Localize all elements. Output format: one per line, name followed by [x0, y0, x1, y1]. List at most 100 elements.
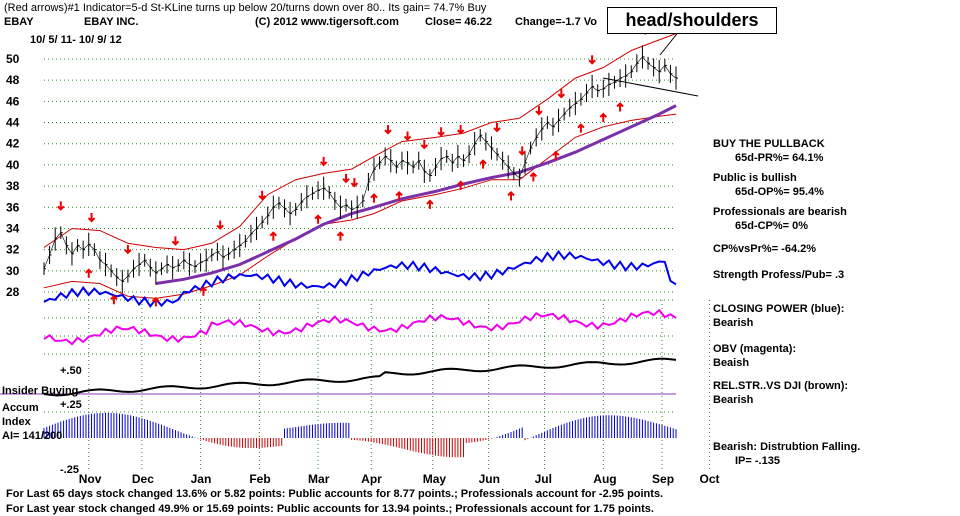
- up-arrow: [110, 294, 118, 305]
- footer-year: For Last year stock changed 49.9% or 15.…: [6, 503, 654, 515]
- y-tick-label: 40: [6, 158, 20, 172]
- footer-65day: For Last 65 days stock changed 13.6% or …: [6, 488, 664, 500]
- moving-average-line: [155, 104, 677, 285]
- x-tick-label: Sep: [652, 472, 674, 486]
- right-panel: BUY THE PULLBACK 65d-PR%= 64.1%: [713, 137, 825, 165]
- date-range: 10/ 5/ 11- 10/ 9/ 12: [30, 34, 122, 46]
- x-axis-ticks: Nov Dec Jan Feb Mar Apr May Jun Jul Aug Sep Oct: [79, 472, 720, 486]
- index-label: Index: [2, 416, 31, 428]
- y-tick-label: 50: [6, 52, 20, 66]
- cpvspr-stat: CP%vsPr%= -64.2%: [713, 243, 817, 255]
- accum-label: Accum: [2, 402, 39, 414]
- down-arrow: [342, 173, 350, 184]
- up-arrow: [314, 214, 322, 224]
- neckline: [602, 77, 699, 97]
- down-arrow: [171, 236, 180, 246]
- pr-stat: 65d-PR%= 64.1%: [735, 152, 824, 164]
- down-arrow: [350, 178, 359, 188]
- y-tick-label: 32: [6, 243, 20, 257]
- y-tick-label: 46: [6, 94, 20, 108]
- down-arrow: [493, 123, 501, 133]
- up-arrow: [199, 286, 208, 296]
- up-arrow: [577, 123, 585, 133]
- up-arrow: [507, 191, 515, 201]
- symbol: EBAY: [4, 16, 34, 28]
- up-arrow: [426, 199, 434, 209]
- down-arrow: [258, 190, 266, 201]
- public-state: Public is bullish: [713, 172, 797, 184]
- x-tick-label: Aug: [593, 472, 616, 486]
- obv-label: OBV (magenta):: [713, 343, 797, 355]
- down-arrow: [535, 106, 543, 116]
- up-arrow: [616, 102, 624, 112]
- lower-band-line: [43, 113, 677, 299]
- y-tick-label: 34: [6, 221, 20, 235]
- up-arrow: [529, 171, 538, 182]
- x-tick-label: Feb: [249, 472, 270, 486]
- price-line: [43, 56, 677, 282]
- pros-state: Professionals are bearish: [713, 206, 847, 218]
- relstr-state: Bearish: [713, 394, 754, 406]
- y-axis-ticks: 28 30 32 34 36 38 40 42 44 46 48 50: [6, 52, 20, 299]
- down-arrow: [403, 131, 412, 141]
- distribution-label: Bearish: Distrubtion Falling.: [713, 441, 861, 453]
- strength-stat: Strength Profess/Pub= .3: [713, 269, 845, 281]
- insider-buying-label: Insider Buying: [2, 385, 79, 397]
- price-series: [43, 29, 699, 397]
- op-stat: 65d-OP%= 95.4%: [735, 186, 824, 198]
- y-tick-label: 48: [6, 73, 20, 87]
- minus25-label: -.25: [60, 464, 79, 476]
- header-line: (Red arrows)#1 Indicator=5-d St-KLine tu…: [4, 2, 487, 14]
- x-tick-label: Mar: [308, 472, 330, 486]
- up-arrow: [152, 296, 160, 307]
- up-arrow: [479, 159, 487, 169]
- down-arrow: [437, 127, 445, 137]
- down-arrow: [124, 244, 132, 255]
- down-arrow: [456, 125, 465, 135]
- signal-arrows: [57, 25, 649, 307]
- y-tick-label: 36: [6, 200, 20, 214]
- close-value: Close= 46.22: [425, 16, 492, 28]
- y-tick-label: 42: [6, 137, 20, 151]
- accumulation-histogram: [43, 412, 677, 458]
- x-tick-label: Apr: [361, 472, 382, 486]
- x-tick-label: Dec: [132, 472, 154, 486]
- ip-value: IP= -.135: [735, 455, 780, 467]
- copyright: (C) 2012 www.tigersoft.com: [255, 16, 399, 28]
- x-tick-label: Jan: [191, 472, 212, 486]
- down-arrow: [319, 156, 328, 167]
- obv-state: Beaish: [713, 357, 750, 369]
- down-arrow: [518, 146, 526, 156]
- down-arrow: [87, 213, 96, 223]
- cp-stat: 65d-CP%= 0%: [735, 220, 809, 232]
- x-tick-label: Oct: [700, 472, 720, 486]
- up-arrow: [269, 231, 278, 241]
- x-tick-label: Jul: [535, 472, 552, 486]
- y-tick-label: 38: [6, 179, 20, 193]
- y-tick-label: 44: [6, 116, 20, 130]
- obv-line: [43, 308, 677, 346]
- up-arrow: [370, 193, 378, 203]
- up-arrow: [552, 150, 560, 161]
- head-shoulders-annotation: head/shoulders: [607, 7, 777, 34]
- up-arrow: [599, 112, 607, 123]
- up-arrow: [395, 191, 403, 201]
- x-tick-label: Jun: [479, 472, 500, 486]
- upper-band-line: [43, 33, 677, 251]
- down-arrow: [557, 89, 566, 99]
- up-arrow: [336, 231, 345, 241]
- ai-label: AI= 141/200: [2, 430, 63, 442]
- change-value: Change=-1.7 Vo: [515, 16, 598, 28]
- company-name: EBAY INC.: [84, 16, 139, 28]
- x-tick-label: May: [423, 472, 447, 486]
- relstr-label: REL.STR..VS DJI (brown):: [713, 380, 849, 392]
- closing-power-label: CLOSING POWER (blue):: [713, 303, 845, 315]
- plus50-label: +.50: [60, 365, 82, 377]
- up-arrow: [85, 268, 93, 278]
- y-tick-label: 30: [6, 264, 20, 278]
- closing-power-state: Bearish: [713, 317, 754, 329]
- down-arrow: [420, 139, 429, 150]
- x-tick-label: Nov: [79, 472, 102, 486]
- up-arrow: [456, 180, 465, 190]
